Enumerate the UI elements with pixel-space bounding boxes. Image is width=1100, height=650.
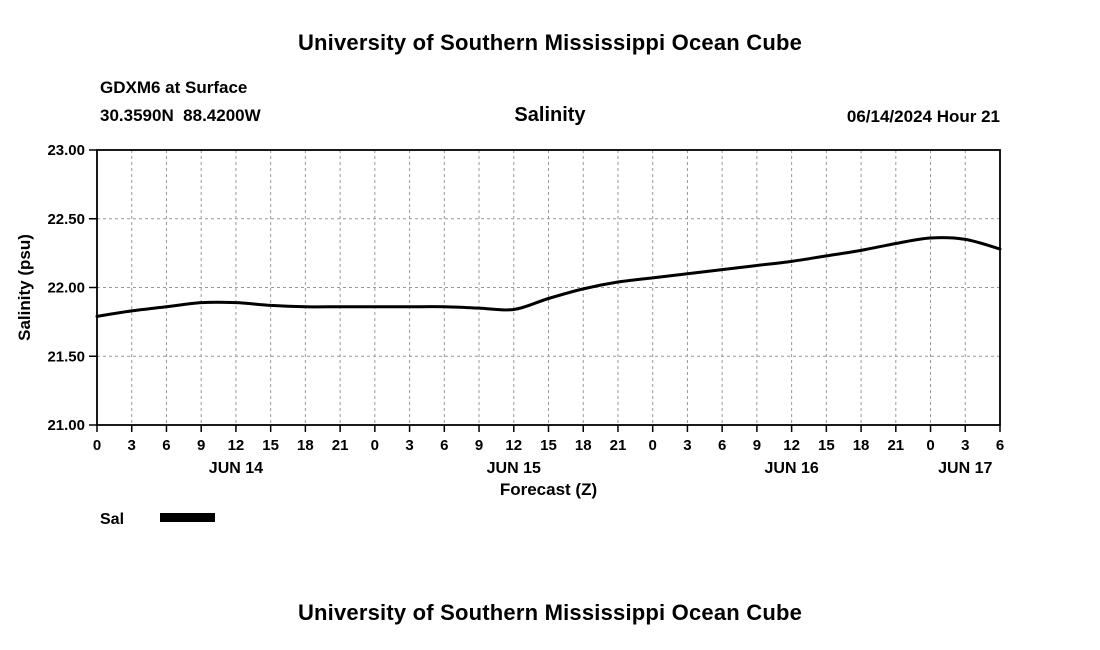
x-tick-label: 21 <box>610 437 627 454</box>
x-tick-label: 9 <box>197 437 205 454</box>
x-tick-label: 6 <box>162 437 170 454</box>
station-coordinates: 30.3590N 88.4200W <box>100 106 261 125</box>
x-tick-label: 0 <box>93 437 101 454</box>
page-title-bottom: University of Southern Mississippi Ocean… <box>297 600 803 625</box>
x-tick-label: 21 <box>332 437 349 454</box>
salinity-line <box>95 236 1002 318</box>
x-day-label: JUN 16 <box>764 460 818 477</box>
x-tick-label: 0 <box>926 437 934 454</box>
x-tick-label: 9 <box>753 437 761 454</box>
x-tick-label: 6 <box>996 437 1004 454</box>
legend-swatch <box>160 513 215 522</box>
y-tick-label: 23.00 <box>47 142 85 159</box>
x-day-label: JUN 15 <box>487 460 541 477</box>
x-tick-label: 0 <box>649 437 657 454</box>
x-tick-label: 6 <box>440 437 448 454</box>
x-tick-label: 0 <box>371 437 379 454</box>
x-axis-title: Forecast (Z) <box>500 480 597 499</box>
x-tick-label: 12 <box>505 437 522 454</box>
chart-title: Salinity <box>514 104 586 126</box>
x-tick-label: 12 <box>783 437 800 454</box>
y-tick-label: 21.50 <box>47 348 85 365</box>
y-axis-title: Salinity (psu) <box>15 234 34 341</box>
station-label: GDXM6 at Surface <box>100 78 248 97</box>
page-title-top: University of Southern Mississippi Ocean… <box>297 30 803 55</box>
x-tick-label: 3 <box>405 437 413 454</box>
x-tick-label: 12 <box>228 437 245 454</box>
x-tick-label: 3 <box>128 437 136 454</box>
x-tick-label: 18 <box>297 437 314 454</box>
x-tick-label: 15 <box>818 437 835 454</box>
x-tick-label: 9 <box>475 437 483 454</box>
x-day-label: JUN 14 <box>209 460 263 477</box>
y-tick-label: 22.50 <box>47 211 85 228</box>
x-tick-label: 18 <box>853 437 870 454</box>
x-tick-label: 15 <box>540 437 557 454</box>
legend-label: Sal <box>100 511 124 528</box>
x-tick-label: 18 <box>575 437 592 454</box>
x-day-label: JUN 17 <box>938 460 992 477</box>
x-tick-label: 6 <box>718 437 726 454</box>
x-tick-label: 21 <box>887 437 904 454</box>
valid-time-label: 06/14/2024 Hour 21 <box>846 107 1000 126</box>
x-tick-label: 15 <box>262 437 279 454</box>
x-tick-label: 3 <box>961 437 969 454</box>
x-tick-label: 3 <box>683 437 691 454</box>
y-tick-label: 21.00 <box>47 417 85 434</box>
y-tick-label: 22.00 <box>47 280 85 297</box>
